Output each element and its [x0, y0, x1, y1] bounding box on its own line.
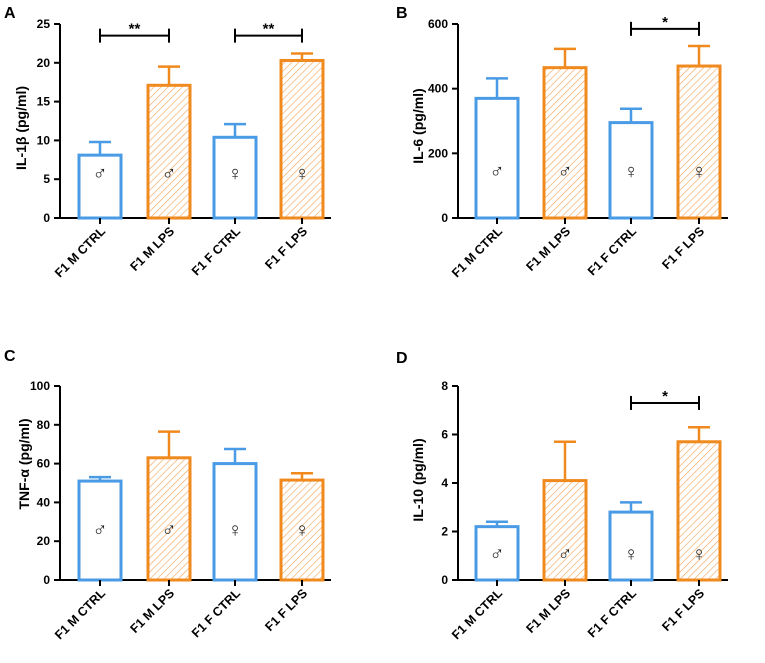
- sex-symbol-a-f1-f-ctrl: ♀: [228, 163, 243, 185]
- y-tick-label-b-1: 200: [428, 146, 448, 160]
- sex-symbol-d-f1-f-ctrl: ♀: [624, 543, 639, 565]
- bar-b-f1-m-lps: [542, 66, 588, 220]
- y-axis-label-a: IL-1β (pg/ml): [13, 86, 29, 170]
- sex-symbol-a-f1-m-ctrl: ♂: [93, 163, 108, 185]
- y-tick-label-a-5: 25: [37, 17, 51, 31]
- y-tick-label-d-2: 4: [441, 476, 448, 490]
- bar-b-f1-f-ctrl: [608, 121, 654, 220]
- bar-b-f1-m-ctrl: [474, 96, 520, 220]
- y-tick-label-c-5: 100: [30, 379, 50, 393]
- y-tick-label-c-2: 40: [37, 495, 51, 509]
- y-tick-label-d-0: 0: [441, 573, 448, 587]
- bar-d-f1-f-ctrl: [608, 510, 654, 582]
- y-axis-label-b: IL-6 (pg/ml): [410, 88, 426, 163]
- y-tick-label-b-2: 400: [428, 82, 448, 96]
- y-axis-label-c: TNF-α (pg/ml): [16, 418, 32, 509]
- significance-label-a-1: **: [263, 21, 275, 38]
- category-label-d-f1-f-lps: F1 F LPS: [659, 586, 707, 634]
- y-tick-label-a-1: 5: [43, 172, 50, 186]
- significance-label-b-0: *: [662, 14, 668, 31]
- category-label-d-f1-f-ctrl: F1 F CTRL: [585, 586, 639, 640]
- category-label-b-f1-m-ctrl: F1 M CTRL: [449, 224, 505, 280]
- sex-symbol-a-f1-f-lps: ♀: [295, 163, 310, 185]
- y-tick-label-a-0: 0: [43, 211, 50, 225]
- category-label-a-f1-f-lps: F1 F LPS: [262, 224, 310, 272]
- bar-c-f1-m-ctrl: [77, 479, 123, 582]
- category-label-a-f1-m-lps: F1 M LPS: [127, 224, 177, 274]
- panel-letter-b: B: [396, 5, 408, 22]
- sex-symbol-d-f1-m-lps: ♂: [558, 543, 573, 565]
- bar-c-f1-m-lps: [146, 456, 192, 582]
- category-label-c-f1-m-ctrl: F1 M CTRL: [52, 586, 108, 642]
- bar-a-f1-f-lps: [279, 58, 325, 220]
- y-tick-label-a-2: 10: [37, 133, 51, 147]
- bar-d-f1-m-lps: [542, 479, 588, 582]
- category-label-b-f1-f-ctrl: F1 F CTRL: [585, 224, 639, 278]
- y-tick-label-a-4: 20: [37, 56, 51, 70]
- y-tick-label-b-0: 0: [441, 211, 448, 225]
- category-label-b-f1-f-lps: F1 F LPS: [659, 224, 707, 272]
- sex-symbol-b-f1-m-lps: ♂: [558, 161, 573, 183]
- sex-symbol-d-f1-m-ctrl: ♂: [490, 543, 505, 565]
- significance-label-d-0: *: [662, 388, 668, 405]
- y-tick-label-c-3: 60: [37, 457, 51, 471]
- panel-letter-d: D: [396, 350, 408, 367]
- panel-a: A IL-1β (pg/ml) 0 5 10 15 20 25 ♂ F1 M CTRL ♂ F1 …: [4, 5, 331, 280]
- panel-letter-a: A: [4, 5, 16, 22]
- category-label-a-f1-m-ctrl: F1 M CTRL: [52, 224, 108, 280]
- y-tick-label-a-3: 15: [37, 95, 51, 109]
- significance-label-a-0: **: [129, 21, 141, 38]
- category-label-c-f1-f-ctrl: F1 F CTRL: [189, 586, 243, 640]
- y-tick-label-d-1: 2: [441, 525, 448, 539]
- sex-symbol-c-f1-m-lps: ♂: [162, 520, 177, 542]
- panel-d: D IL-10 (pg/ml) 0 2 4 6 8 ♂ F1 M CTRL ♂ F1 M LPS…: [396, 350, 728, 642]
- panel-c: C TNF-α (pg/ml) 0 20 40 60 80 100 ♂ F1 M CTRL ♂ F…: [4, 348, 331, 642]
- category-label-d-f1-m-lps: F1 M LPS: [523, 586, 573, 636]
- sex-symbol-c-f1-f-ctrl: ♀: [228, 520, 243, 542]
- y-tick-label-c-4: 80: [37, 418, 51, 432]
- y-axis-label-d: IL-10 (pg/ml): [410, 438, 426, 521]
- bar-b-f1-f-lps: [676, 64, 722, 220]
- sex-symbol-b-f1-f-lps: ♀: [692, 161, 707, 183]
- bar-a-f1-m-ctrl: [77, 153, 123, 220]
- bar-d-f1-m-ctrl: [474, 525, 520, 582]
- category-label-c-f1-f-lps: F1 F LPS: [262, 586, 310, 634]
- sex-symbol-b-f1-m-ctrl: ♂: [490, 161, 505, 183]
- bar-a-f1-m-lps: [146, 83, 192, 220]
- y-tick-label-c-0: 0: [43, 573, 50, 587]
- category-label-a-f1-f-ctrl: F1 F CTRL: [189, 224, 243, 278]
- category-label-b-f1-m-lps: F1 M LPS: [523, 224, 573, 274]
- panel-b: B IL-6 (pg/ml) 0 200 400 600 ♂ F1 M CTRL ♂ F1 M…: [396, 5, 728, 280]
- sex-symbol-d-f1-f-lps: ♀: [692, 543, 707, 565]
- sex-symbol-b-f1-f-ctrl: ♀: [624, 161, 639, 183]
- category-label-c-f1-m-lps: F1 M LPS: [127, 586, 177, 636]
- category-label-d-f1-m-ctrl: F1 M CTRL: [449, 586, 505, 642]
- sex-symbol-c-f1-f-lps: ♀: [295, 520, 310, 542]
- y-tick-label-b-3: 600: [428, 17, 448, 31]
- y-tick-label-d-4: 8: [441, 379, 448, 393]
- y-tick-label-c-1: 20: [37, 534, 51, 548]
- panel-letter-c: C: [4, 348, 16, 365]
- sex-symbol-a-f1-m-lps: ♂: [162, 163, 177, 185]
- y-tick-label-d-3: 6: [441, 428, 448, 442]
- sex-symbol-c-f1-m-ctrl: ♂: [93, 520, 108, 542]
